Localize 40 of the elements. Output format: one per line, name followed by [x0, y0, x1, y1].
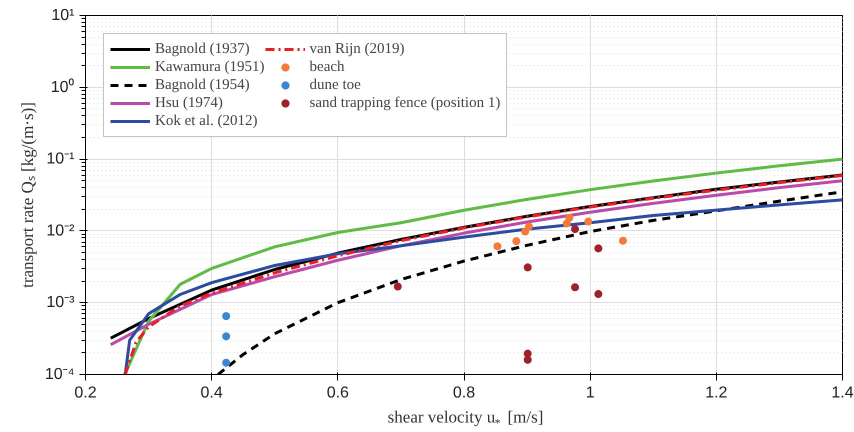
y-axis-title: transport rate Qₛ [kg/(m·s)]	[18, 102, 37, 288]
x-tick-label: 1	[586, 384, 595, 402]
point	[565, 214, 574, 222]
point	[618, 236, 627, 245]
y-tick-label: 10¹	[51, 7, 74, 24]
x-tick-label: 0.6	[326, 384, 350, 402]
point	[524, 356, 532, 364]
legend-label: dune toe	[310, 76, 361, 94]
y-tick-label: 10⁻²	[46, 222, 76, 240]
point	[571, 225, 580, 234]
point	[222, 332, 230, 340]
x-tick-label: 0.8	[452, 384, 476, 402]
point	[512, 237, 520, 246]
x-tick-label: 0.4	[200, 384, 223, 402]
y-tick-label: 10⁻³	[46, 294, 76, 312]
legend-label: Bagnold (1954)	[155, 76, 250, 94]
legend-label: Hsu (1974)	[155, 94, 223, 112]
legend-label: Kok et al. (2012)	[155, 112, 258, 130]
point	[584, 218, 592, 226]
x-tick-label: 1.2	[705, 384, 728, 402]
point	[222, 312, 230, 320]
legend-label: beach	[310, 58, 345, 76]
x-tick-label: 1.4	[831, 384, 854, 402]
y-tick-label: 10⁻¹	[46, 150, 74, 168]
point	[594, 290, 602, 298]
point	[493, 242, 502, 250]
point	[394, 282, 402, 291]
y-tick-label: 10⁰	[50, 78, 74, 96]
point	[222, 358, 230, 367]
legend-label: sand trapping fence (position 1)	[310, 94, 500, 112]
point	[524, 222, 533, 231]
point	[594, 244, 602, 252]
point	[524, 263, 532, 272]
y-tick-label: 10⁻⁴	[44, 366, 75, 383]
legend-label: Bagnold (1937)	[155, 40, 250, 58]
legend-label: Kawamura (1951)	[155, 58, 265, 76]
x-axis-title: shear velocity u* [m/s]	[388, 408, 544, 430]
legend-label: van Rijn (2019)	[310, 40, 405, 58]
x-tick-label: 0.2	[74, 384, 97, 402]
point	[571, 283, 580, 292]
